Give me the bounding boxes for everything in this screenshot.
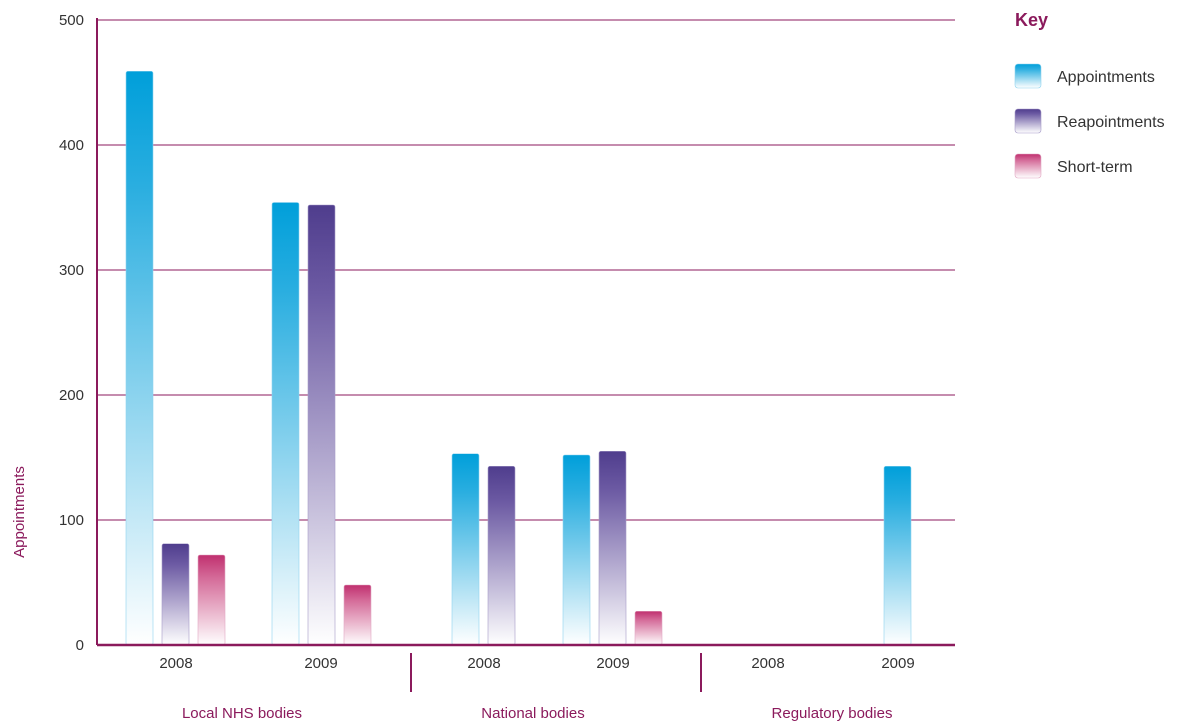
y-axis-label: Appointments bbox=[11, 466, 28, 558]
bar-reapointments bbox=[598, 450, 627, 646]
legend-label: Appointments bbox=[1057, 69, 1155, 86]
bars bbox=[125, 70, 912, 646]
bar-reapointments bbox=[487, 465, 516, 646]
bar-short-term bbox=[634, 610, 663, 646]
x-tick-label: 2008 bbox=[159, 655, 192, 672]
group-label: Local NHS bodies bbox=[182, 705, 302, 722]
legend-swatch-appointments bbox=[1014, 63, 1042, 89]
legend-title: Key bbox=[1015, 10, 1048, 30]
group-label: National bodies bbox=[481, 705, 584, 722]
x-tick-label: 2008 bbox=[467, 655, 500, 672]
bar-reapointments bbox=[161, 543, 190, 646]
y-tick-label: 200 bbox=[59, 387, 84, 404]
bar-appointments bbox=[125, 70, 154, 646]
bar-appointments bbox=[883, 465, 912, 646]
legend-label: Short-term bbox=[1057, 159, 1133, 176]
bar-short-term bbox=[197, 554, 226, 646]
x-tick-label: 2009 bbox=[596, 655, 629, 672]
x-tick-label: 2008 bbox=[751, 655, 784, 672]
bar-short-term bbox=[343, 584, 372, 646]
group-label: Regulatory bodies bbox=[772, 705, 893, 722]
x-tick-label: 2009 bbox=[881, 655, 914, 672]
y-tick-label: 0 bbox=[76, 637, 84, 654]
legend-swatch-short-term bbox=[1014, 153, 1042, 179]
x-tick-label: 2009 bbox=[304, 655, 337, 672]
y-tick-label: 100 bbox=[59, 512, 84, 529]
bar-appointments bbox=[271, 202, 300, 646]
bar-reapointments bbox=[307, 204, 336, 646]
bar-appointments bbox=[562, 454, 591, 646]
gridlines bbox=[97, 19, 955, 521]
y-tick-label: 300 bbox=[59, 262, 84, 279]
legend: Key Appointments Reapointments Short-term bbox=[1014, 10, 1165, 179]
y-ticks: 0 100 200 300 400 500 bbox=[59, 12, 84, 654]
x-labels: 2008 2009 Local NHS bodies 2008 2009 National… bbox=[159, 655, 914, 722]
bar-appointments bbox=[451, 453, 480, 646]
legend-swatch-reapointments bbox=[1014, 108, 1042, 134]
legend-label: Reapointments bbox=[1057, 114, 1165, 131]
y-tick-label: 400 bbox=[59, 137, 84, 154]
axes bbox=[96, 18, 955, 692]
y-tick-label: 500 bbox=[59, 12, 84, 29]
